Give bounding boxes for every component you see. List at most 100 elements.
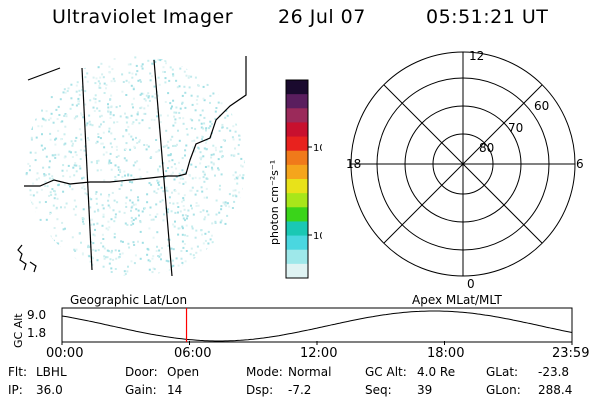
speckle-dot bbox=[219, 264, 222, 267]
speckle-dot bbox=[243, 194, 245, 197]
speckle-dot bbox=[145, 148, 148, 151]
speckle-dot bbox=[219, 184, 221, 187]
speckle-dot bbox=[110, 267, 113, 270]
speckle-dot bbox=[173, 111, 176, 114]
speckle-dot bbox=[205, 279, 207, 280]
speckle-dot bbox=[176, 202, 179, 205]
speckle-dot bbox=[73, 117, 76, 120]
speckle-dot bbox=[100, 114, 103, 117]
speckle-dot bbox=[229, 129, 232, 132]
ytick-9: 9.0 bbox=[27, 308, 46, 322]
speckle-dot bbox=[218, 188, 221, 191]
speckle-dot bbox=[175, 106, 178, 109]
speckle-dot bbox=[240, 197, 243, 199]
speckle-dot bbox=[26, 204, 29, 207]
speckle-dot bbox=[225, 204, 227, 207]
speckle-dot bbox=[148, 182, 151, 185]
speckle-dot bbox=[122, 135, 125, 138]
speckle-dot bbox=[238, 241, 241, 244]
speckle-dot bbox=[192, 146, 194, 149]
speckle-dot bbox=[71, 71, 73, 74]
speckle-dot bbox=[226, 127, 229, 130]
speckle-dot bbox=[30, 136, 33, 139]
speckle-dot bbox=[174, 118, 177, 121]
speckle-dot bbox=[227, 95, 230, 98]
speckle-dot bbox=[72, 142, 74, 145]
speckle-dot bbox=[210, 251, 213, 254]
speckle-dot bbox=[153, 119, 156, 121]
speckle-dot bbox=[235, 211, 238, 214]
speckle-dot bbox=[107, 204, 110, 207]
speckle-dot bbox=[59, 98, 62, 101]
speckle-dot bbox=[187, 76, 190, 79]
speckle-dot bbox=[132, 241, 135, 244]
speckle-dot bbox=[226, 202, 229, 205]
speckle-dot bbox=[55, 79, 58, 82]
speckle-dot bbox=[221, 245, 223, 248]
speckle-dot bbox=[139, 176, 142, 179]
speckle-dot bbox=[30, 138, 33, 141]
speckle-dot bbox=[39, 218, 42, 221]
speckle-dot bbox=[66, 56, 68, 59]
speckle-dot bbox=[25, 207, 28, 210]
speckle-dot bbox=[49, 138, 52, 141]
speckle-dot bbox=[233, 154, 236, 157]
speckle-dot bbox=[75, 170, 78, 173]
speckle-dot bbox=[182, 182, 185, 185]
speckle-dot bbox=[131, 181, 134, 184]
speckle-dot bbox=[82, 222, 85, 225]
speckle-dot bbox=[182, 205, 185, 207]
speckle-dot bbox=[67, 164, 70, 167]
speckle-dot bbox=[175, 167, 178, 170]
speckle-dot bbox=[48, 56, 51, 59]
speckle-dot bbox=[182, 117, 185, 120]
latlon-grid-line bbox=[81, 67, 93, 271]
speckle-dot bbox=[90, 161, 93, 164]
speckle-dot bbox=[202, 170, 205, 173]
speckle-dot bbox=[197, 84, 199, 87]
speckle-dot bbox=[233, 68, 235, 71]
speckle-dot bbox=[219, 62, 222, 65]
speckle-dot bbox=[48, 177, 51, 180]
speckle-dot bbox=[175, 111, 178, 114]
speckle-dot bbox=[209, 268, 212, 271]
speckle-dot bbox=[92, 248, 95, 251]
speckle-dot bbox=[167, 238, 170, 241]
speckle-dot bbox=[96, 222, 99, 225]
speckle-dot bbox=[216, 59, 219, 62]
xtick-1200: 12:00 bbox=[300, 346, 338, 361]
speckle-dot bbox=[174, 211, 177, 214]
speckle-dot bbox=[32, 271, 35, 274]
speckle-dot bbox=[30, 64, 33, 67]
speckle-dot bbox=[153, 85, 156, 88]
speckle-dot bbox=[139, 220, 142, 222]
speckle-dot bbox=[44, 70, 47, 73]
speckle-dot bbox=[40, 125, 43, 128]
speckle-dot bbox=[201, 68, 204, 71]
speckle-dot bbox=[36, 278, 38, 280]
speckle-dot bbox=[72, 166, 75, 169]
speckle-dot bbox=[55, 63, 58, 66]
speckle-dot bbox=[107, 228, 110, 231]
speckle-dot bbox=[195, 204, 198, 207]
speckle-dot bbox=[171, 191, 173, 194]
speckle-dot bbox=[88, 120, 91, 123]
speckle-dot bbox=[165, 129, 168, 132]
speckle-dot bbox=[189, 118, 192, 121]
speckle-dot bbox=[147, 92, 150, 95]
speckle-dot bbox=[214, 220, 217, 223]
speckle-dot bbox=[223, 203, 226, 206]
speckle-dot bbox=[79, 149, 82, 152]
speckle-dot bbox=[51, 154, 54, 157]
speckle-dot bbox=[51, 177, 54, 180]
speckle-dot bbox=[89, 269, 92, 272]
speckle-dot bbox=[80, 133, 83, 136]
speckle-dot bbox=[238, 223, 241, 226]
speckle-dot bbox=[190, 189, 193, 192]
speckle-dot bbox=[103, 257, 106, 260]
speckle-dot bbox=[203, 173, 206, 176]
speckle-dot bbox=[149, 72, 152, 75]
speckle-dot bbox=[188, 75, 191, 78]
speckle-dot bbox=[78, 128, 81, 131]
speckle-dot bbox=[164, 81, 167, 84]
